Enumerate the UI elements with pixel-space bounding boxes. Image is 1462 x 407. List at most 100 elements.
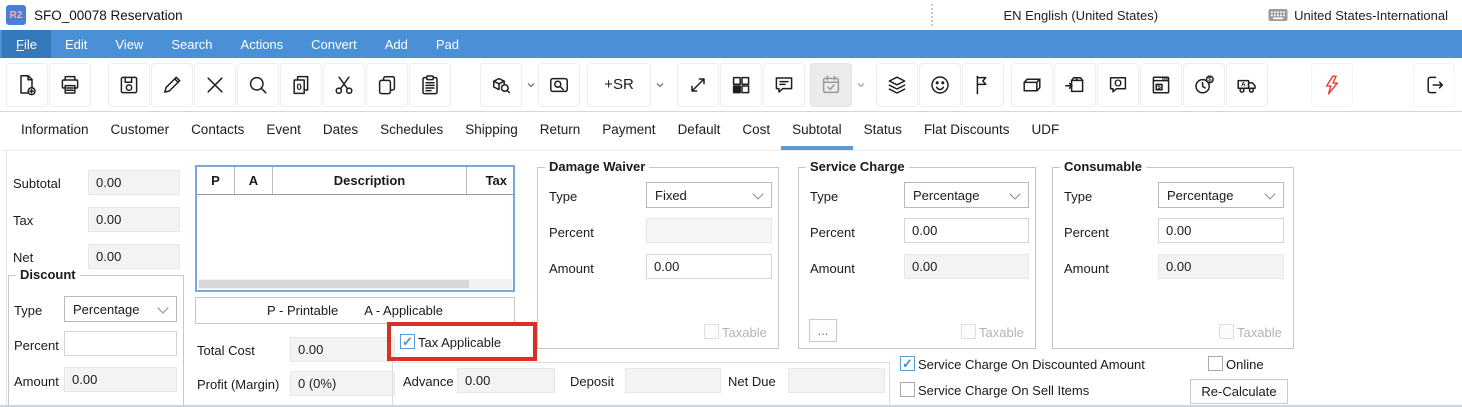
search-icon <box>249 76 267 94</box>
layout-grid-button[interactable] <box>720 62 762 107</box>
delivery-truck-icon: A <box>1237 79 1256 93</box>
layers-button[interactable] <box>876 62 918 107</box>
copy-count-button[interactable]: 0 <box>280 62 322 107</box>
item-search-button[interactable] <box>480 62 522 107</box>
legend-printable: P - Printable <box>266 303 339 318</box>
clock-money-icon: $ <box>1195 74 1214 94</box>
sc-taxable-label: Taxable <box>979 325 1024 340</box>
chevron-down-icon <box>1264 188 1276 200</box>
tab-payment[interactable]: Payment <box>602 121 656 137</box>
save-button[interactable] <box>108 62 150 107</box>
quick-action-button[interactable] <box>1311 62 1353 107</box>
expand-arrows-icon <box>691 77 705 92</box>
tab-status[interactable]: Status <box>863 121 902 137</box>
tax-label: Tax <box>13 213 34 228</box>
menu-convert[interactable]: Convert <box>311 36 357 52</box>
smiley-icon <box>931 75 949 94</box>
keyboard-layout-indicator[interactable]: United States-International <box>1268 8 1448 23</box>
paste-button[interactable] <box>409 62 451 107</box>
tab-information[interactable]: Information <box>21 121 89 137</box>
sc-type-select[interactable]: Percentage <box>904 182 1029 208</box>
tab-return[interactable]: Return <box>539 121 581 137</box>
schedule-calendar-button[interactable] <box>810 62 852 107</box>
receive-item-button[interactable] <box>1054 62 1096 107</box>
discount-type-select[interactable]: Percentage <box>64 296 177 322</box>
tab-cost[interactable]: Cost <box>742 121 771 137</box>
exit-button[interactable] <box>1413 62 1455 107</box>
tab-schedules[interactable]: Schedules <box>380 121 444 137</box>
table-legend: P - Printable A - Applicable <box>195 297 515 324</box>
sc-more-button[interactable]: ... <box>809 319 837 342</box>
online-checkbox[interactable] <box>1208 356 1223 371</box>
title-bar: R2 SFO_00078 Reservation EN English (Uni… <box>0 0 1462 30</box>
tab-default[interactable]: Default <box>677 121 721 137</box>
menu-search[interactable]: Search <box>171 36 213 52</box>
tab-flat-discounts[interactable]: Flat Discounts <box>923 121 1010 137</box>
time-billing-button[interactable]: $ <box>1183 62 1225 107</box>
add-sr-label: +SR <box>604 76 634 93</box>
copy-button[interactable] <box>366 62 408 107</box>
delete-button[interactable] <box>194 62 236 107</box>
window-title: SFO_00078 Reservation <box>34 7 183 23</box>
tab-subtotal[interactable]: Subtotal <box>781 112 853 150</box>
inquiry-button[interactable]: O <box>1097 62 1139 107</box>
cons-type-select[interactable]: Percentage <box>1158 182 1284 208</box>
return-item-button[interactable] <box>1011 62 1053 107</box>
language-indicator[interactable]: EN English (United States) <box>1003 7 1159 23</box>
add-sr-button[interactable]: +SR <box>587 62 651 107</box>
tab-contacts[interactable]: Contacts <box>191 121 245 137</box>
tab-event[interactable]: Event <box>266 121 301 137</box>
delivery-button[interactable]: A <box>1226 62 1268 107</box>
expand-button[interactable] <box>677 62 719 107</box>
schedule-calendar-dropdown[interactable] <box>853 64 868 106</box>
discount-percent-input[interactable] <box>64 331 177 356</box>
tab-shipping[interactable]: Shipping <box>465 121 518 137</box>
notes-button[interactable] <box>763 62 805 107</box>
tab-dates[interactable]: Dates <box>322 121 359 137</box>
menu-pad[interactable]: Pad <box>435 36 459 52</box>
deposit-label: Deposit <box>570 374 615 389</box>
feedback-button[interactable] <box>919 62 961 107</box>
cons-percent-input[interactable]: 0.00 <box>1158 218 1284 243</box>
item-search-dropdown[interactable] <box>523 64 538 106</box>
sc-amount-label: Amount <box>810 261 855 276</box>
tax-applicable-checkbox[interactable] <box>400 334 415 349</box>
keyboard-icon <box>1268 9 1288 21</box>
sc-percent-input[interactable]: 0.00 <box>904 218 1029 243</box>
profit-margin-label: Profit (Margin) <box>197 377 280 392</box>
recalculate-button[interactable]: Re-Calculate <box>1190 379 1288 404</box>
new-document-button[interactable] <box>6 62 48 107</box>
menu-view[interactable]: View <box>115 36 144 52</box>
sc-sell-items-checkbox[interactable] <box>900 382 915 397</box>
menu-actions[interactable]: Actions <box>240 36 284 52</box>
search-button[interactable] <box>237 62 279 107</box>
advance-field[interactable]: 0.00 <box>457 368 555 393</box>
add-sr-dropdown[interactable] <box>652 64 667 106</box>
layers-icon <box>888 75 906 94</box>
tax-field: 0.00 <box>88 207 180 232</box>
save-icon <box>120 76 138 93</box>
cons-amount-field: 0.00 <box>1158 254 1284 279</box>
edit-button[interactable] <box>151 62 193 107</box>
tab-customer[interactable]: Customer <box>110 121 170 137</box>
damage-waiver-group: Damage Waiver Type Fixed Percent Amount … <box>537 159 779 349</box>
cut-button[interactable] <box>323 62 365 107</box>
flag-icon <box>976 75 987 94</box>
menu-edit[interactable]: Edit <box>64 36 88 52</box>
payment-button[interactable]: $ <box>1140 62 1182 107</box>
menu-file[interactable]: File <box>2 30 51 58</box>
menu-add[interactable]: Add <box>384 36 408 52</box>
sc-discounted-label: Service Charge On Discounted Amount <box>918 357 1145 372</box>
dw-type-select[interactable]: Fixed <box>646 182 772 208</box>
flag-button[interactable] <box>962 62 1004 107</box>
screen-search-button[interactable] <box>538 62 580 107</box>
scrollbar-thumb[interactable] <box>199 280 469 288</box>
total-cost-field: 0.00 <box>290 337 395 362</box>
tab-udf[interactable]: UDF <box>1031 121 1060 137</box>
dw-amount-input[interactable]: 0.00 <box>646 254 772 279</box>
charges-table-header: P A Description Tax <box>197 167 513 195</box>
charges-table[interactable]: P A Description Tax <box>195 165 515 292</box>
sc-discounted-checkbox[interactable] <box>900 356 915 371</box>
table-hscrollbar[interactable] <box>198 279 512 289</box>
print-button[interactable] <box>49 62 91 107</box>
